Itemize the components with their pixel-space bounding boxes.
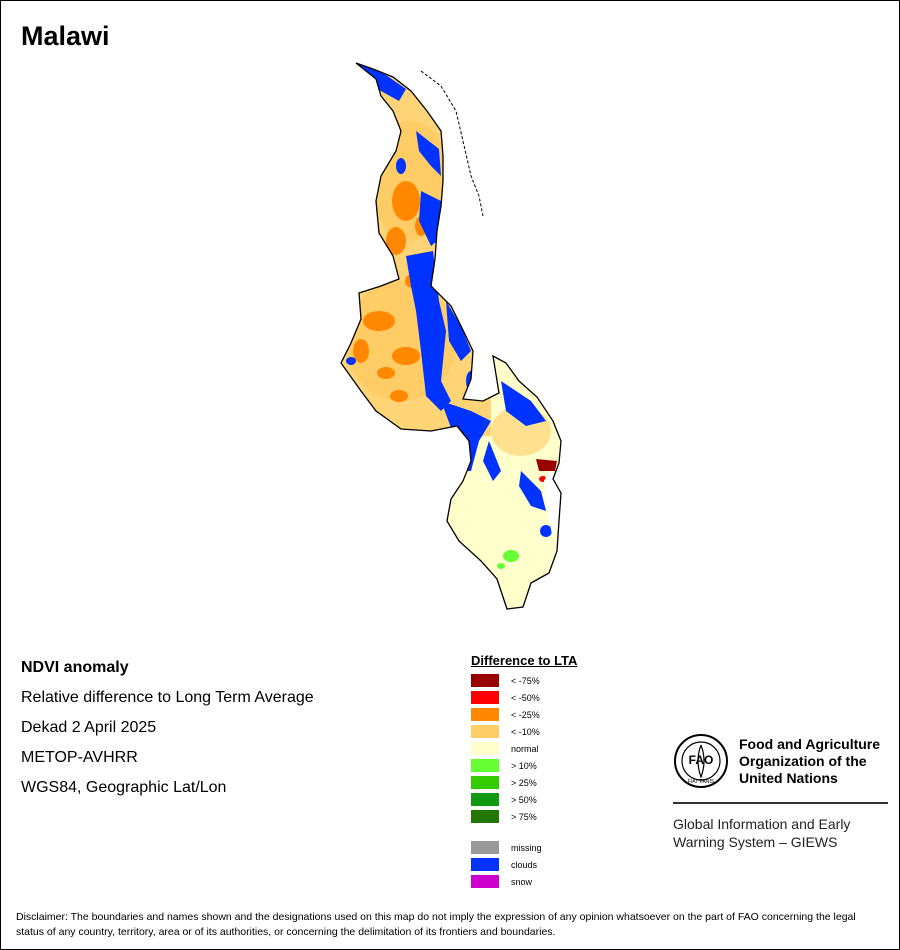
legend-swatch bbox=[471, 742, 499, 755]
legend-label: < -10% bbox=[511, 726, 540, 737]
legend: Difference to LTA < -75% < -50% < -25% < -1… bbox=[471, 653, 577, 890]
legend-label: < -25% bbox=[511, 709, 540, 720]
fao-organization-name: Food and Agriculture Organization of the… bbox=[739, 736, 881, 786]
lakeshore-boundary bbox=[420, 70, 484, 217]
sensor-name: METOP-AVHRR bbox=[21, 749, 138, 766]
fao-emblem-icon: FAO FIAT PANIS bbox=[674, 734, 728, 788]
legend-item: < -75% bbox=[471, 672, 577, 689]
legend-label: < -75% bbox=[511, 675, 540, 686]
legend-swatch bbox=[471, 759, 499, 772]
legend-label: > 25% bbox=[511, 777, 537, 788]
legend-item: < -25% bbox=[471, 706, 577, 723]
product-description: Relative difference to Long Term Average bbox=[21, 689, 314, 706]
legend-swatch bbox=[471, 725, 499, 738]
logo-divider bbox=[673, 802, 888, 804]
legend-swatch bbox=[471, 708, 499, 721]
legend-item: snow bbox=[471, 873, 577, 890]
legend-item: > 75% bbox=[471, 808, 577, 825]
legend-label: > 75% bbox=[511, 811, 537, 822]
legend-item: > 25% bbox=[471, 774, 577, 791]
ndvi-raster bbox=[341, 63, 561, 609]
legend-swatch bbox=[471, 810, 499, 823]
legend-item: missing bbox=[471, 839, 577, 856]
legend-label: missing bbox=[511, 842, 542, 853]
map-info: NDVI anomaly Relative difference to Long… bbox=[21, 657, 314, 807]
legend-item: normal bbox=[471, 740, 577, 757]
map-title: Malawi bbox=[21, 21, 110, 51]
legend-swatch bbox=[471, 875, 499, 888]
lake-area bbox=[544, 471, 561, 541]
legend-item: > 10% bbox=[471, 757, 577, 774]
legend-item: < -10% bbox=[471, 723, 577, 740]
legend-label: > 10% bbox=[511, 760, 537, 771]
legend-title: Difference to LTA bbox=[471, 653, 578, 668]
legend-item: > 50% bbox=[471, 791, 577, 808]
legend-swatch bbox=[471, 858, 499, 871]
legend-label: snow bbox=[511, 876, 533, 887]
legend-label: > 50% bbox=[511, 794, 537, 805]
legend-label: clouds bbox=[511, 859, 538, 870]
fao-emblem-motto: FIAT PANIS bbox=[688, 779, 715, 785]
legend-swatch bbox=[471, 674, 499, 687]
legend-swatch bbox=[471, 776, 499, 789]
time-period: Dekad 2 April 2025 bbox=[21, 719, 157, 736]
projection-info: WGS84, Geographic Lat/Lon bbox=[21, 779, 227, 796]
fao-emblem-letters: FAO bbox=[689, 753, 714, 767]
legend-item: < -50% bbox=[471, 689, 577, 706]
malawi-ndvi-map bbox=[340, 62, 562, 610]
legend-label: < -50% bbox=[511, 692, 540, 703]
disclaimer: Disclaimer: The boundaries and names sho… bbox=[16, 911, 856, 938]
legend-swatch bbox=[471, 691, 499, 704]
legend-item: clouds bbox=[471, 856, 577, 873]
giews-system-name: Global Information and Early Warning Sys… bbox=[673, 816, 851, 850]
legend-label: normal bbox=[511, 743, 539, 754]
product-name: NDVI anomaly bbox=[21, 659, 129, 676]
legend-swatch bbox=[471, 841, 499, 854]
legend-swatch bbox=[471, 793, 499, 806]
